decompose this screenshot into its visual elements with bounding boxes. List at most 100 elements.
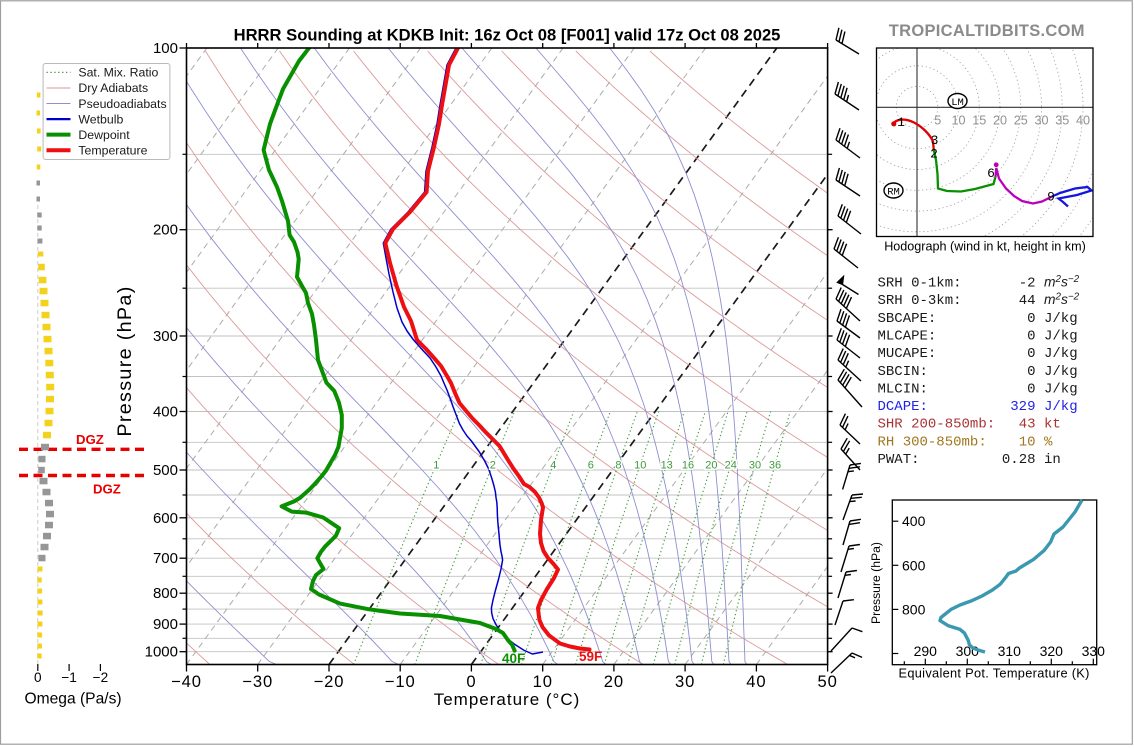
svg-text:Temperature: Temperature [78,144,147,158]
svg-text:J/kg: J/kg [1044,311,1078,327]
svg-text:J/kg: J/kg [1044,328,1078,344]
svg-text:SBCAPE:: SBCAPE: [878,311,937,327]
svg-text:kt: kt [1044,417,1061,433]
svg-text:600: 600 [153,510,178,527]
svg-text:0: 0 [1027,346,1035,362]
svg-text:300: 300 [153,328,178,345]
svg-text:500: 500 [153,462,178,479]
svg-text:SHR 200-850mb:: SHR 200-850mb: [878,417,996,433]
svg-text:30: 30 [1034,114,1048,128]
svg-text:DGZ: DGZ [76,432,104,447]
svg-text:Wetbulb: Wetbulb [78,112,123,126]
svg-text:Dewpoint: Dewpoint [78,128,130,142]
svg-text:30: 30 [675,672,695,691]
svg-text:59F: 59F [579,649,602,664]
svg-text:6: 6 [588,459,594,471]
svg-text:0: 0 [1027,328,1035,344]
svg-text:13: 13 [661,459,673,471]
svg-text:5: 5 [934,114,941,128]
svg-text:SRH 0-3km:: SRH 0-3km: [878,293,962,309]
svg-text:10: 10 [951,114,965,128]
svg-text:0: 0 [34,670,42,685]
svg-text:%: % [1044,434,1053,450]
svg-text:10: 10 [1019,434,1036,450]
svg-text:Temperature (°C): Temperature (°C) [434,690,581,709]
svg-text:−20: −20 [314,672,345,691]
svg-text:Equivalent Pot. Temperature (K: Equivalent Pot. Temperature (K) [899,665,1090,680]
svg-text:J/kg: J/kg [1044,399,1078,415]
svg-text:50: 50 [817,672,837,691]
svg-text:40: 40 [1076,114,1090,128]
svg-text:20: 20 [993,114,1007,128]
svg-text:36: 36 [769,459,781,471]
svg-text:30: 30 [749,459,761,471]
svg-text:J/kg: J/kg [1044,381,1078,397]
svg-text:Dry Adiabats: Dry Adiabats [78,81,148,95]
svg-text:20: 20 [604,672,624,691]
svg-text:J/kg: J/kg [1044,346,1078,362]
svg-text:4: 4 [550,459,556,471]
svg-text:6: 6 [987,166,995,181]
svg-text:330: 330 [1082,643,1106,659]
svg-text:J/kg: J/kg [1044,364,1078,380]
svg-text:3: 3 [931,133,939,148]
svg-text:RH 300-850mb:: RH 300-850mb: [878,434,987,450]
svg-text:MUCAPE:: MUCAPE: [878,346,937,362]
svg-text:MLCIN:: MLCIN: [878,381,928,397]
svg-text:in: in [1044,452,1061,468]
svg-text:9: 9 [1047,190,1055,205]
svg-text:43: 43 [1019,417,1036,433]
svg-text:1: 1 [433,459,439,471]
svg-text:329: 329 [1010,399,1035,415]
svg-text:24: 24 [725,459,737,471]
svg-text:200: 200 [153,222,178,239]
svg-text:320: 320 [1040,643,1064,659]
svg-text:2: 2 [930,147,938,162]
svg-text:−10: −10 [385,672,416,691]
svg-text:DCAPE:: DCAPE: [878,399,928,415]
svg-text:800: 800 [902,601,926,617]
svg-text:20: 20 [705,459,717,471]
svg-text:1000: 1000 [145,644,178,661]
svg-text:0.28: 0.28 [1002,452,1036,468]
svg-text:400: 400 [153,404,178,421]
svg-text:310: 310 [998,643,1022,659]
svg-text:10: 10 [634,459,646,471]
svg-text:40: 40 [746,672,766,691]
svg-text:−40: −40 [171,672,202,691]
svg-text:TROPICALTIDBITS.COM: TROPICALTIDBITS.COM [889,22,1085,40]
svg-text:−30: −30 [242,672,273,691]
svg-text:Pressure (hPa): Pressure (hPa) [869,542,883,624]
svg-text:-2: -2 [1019,276,1036,292]
svg-text:SBCIN:: SBCIN: [878,364,928,380]
svg-text:−1: −1 [61,670,77,685]
svg-text:10: 10 [533,672,553,691]
svg-text:SRH 0-1km:: SRH 0-1km: [878,276,962,292]
svg-text:900: 900 [153,616,178,633]
svg-text:DGZ: DGZ [93,482,121,497]
svg-text:Sat. Mix. Ratio: Sat. Mix. Ratio [78,66,158,80]
svg-text:0: 0 [466,672,476,691]
svg-text:Hodograph (wind in kt, height: Hodograph (wind in kt, height in km) [884,240,1086,254]
svg-text:2: 2 [490,459,496,471]
svg-text:0: 0 [1027,381,1035,397]
svg-text:−2: −2 [93,670,109,685]
svg-text:100: 100 [153,40,178,57]
svg-text:700: 700 [153,550,178,567]
svg-text:25: 25 [1014,114,1028,128]
svg-text:0: 0 [1027,364,1035,380]
svg-text:400: 400 [902,513,926,529]
svg-text:RM: RM [887,186,900,198]
svg-text:44: 44 [1019,293,1036,309]
svg-text:LM: LM [951,97,964,109]
svg-text:600: 600 [902,557,926,573]
svg-text:Omega (Pa/s): Omega (Pa/s) [25,690,122,707]
svg-text:800: 800 [153,585,178,602]
svg-text:0: 0 [1027,311,1035,327]
svg-text:HRRR Sounding at KDKB Init: 16: HRRR Sounding at KDKB Init: 16z Oct 08 [… [234,26,781,45]
svg-text:8: 8 [615,459,621,471]
svg-text:MLCAPE:: MLCAPE: [878,328,937,344]
svg-text:Pressure (hPa): Pressure (hPa) [114,285,136,436]
svg-text:Pseudoadiabats: Pseudoadiabats [78,97,166,111]
svg-text:15: 15 [972,114,986,128]
